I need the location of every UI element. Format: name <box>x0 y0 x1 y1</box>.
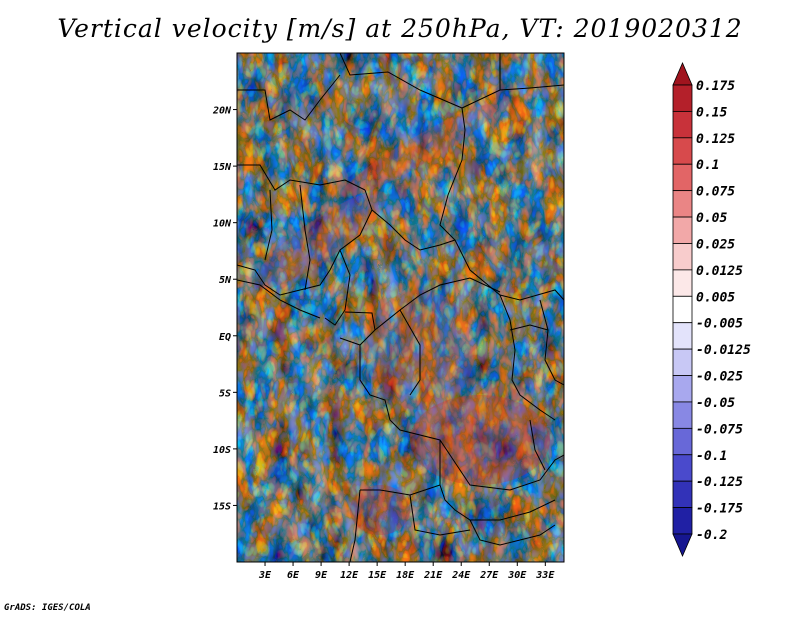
x-tick-label: 24E <box>451 570 471 581</box>
map-frame <box>236 52 565 563</box>
colorbar-upper-arrow <box>672 61 693 86</box>
x-tick-label: 33E <box>535 570 555 581</box>
x-tick-label: 9E <box>315 570 328 581</box>
colorbar-label: -0.05 <box>696 396 735 411</box>
chart-title: Vertical velocity [m/s] at 250hPa, VT: 2… <box>57 14 743 43</box>
colorbar-segment <box>672 190 693 218</box>
colorbar-label: -0.0125 <box>696 343 751 358</box>
colorbar-segment <box>672 507 693 535</box>
colorbar-label: 0.1 <box>696 158 719 173</box>
grads-credit: GrADS: IGES/COLA <box>4 603 91 613</box>
colorbar-label: -0.005 <box>696 317 743 332</box>
colorbar-label: -0.075 <box>696 422 743 437</box>
x-tick-label: 3E <box>258 570 272 581</box>
y-tick-label: 10S <box>213 445 231 456</box>
y-tick-label: EQ <box>219 332 231 343</box>
x-tick-label: 21E <box>423 570 443 581</box>
colorbar-segment <box>672 427 693 456</box>
colorbar-segment <box>672 348 693 376</box>
colorbar-segment <box>672 375 693 403</box>
y-tick-label: 5N <box>219 275 232 286</box>
map-plot-area <box>237 53 564 562</box>
colorbar-label: 0.005 <box>696 290 735 305</box>
colorbar-label: 0.0125 <box>696 264 743 279</box>
colorbar-label: -0.2 <box>696 528 727 543</box>
colorbar-segment <box>672 137 693 165</box>
y-tick-label: 20N <box>212 106 232 117</box>
y-axis: 20N 15N 10N 5N EQ 5S 10S 15S <box>212 106 237 512</box>
x-tick-label: 30E <box>507 570 527 581</box>
colorbar-segment <box>672 480 693 508</box>
colorbar-segment <box>672 401 693 429</box>
colorbar-segment <box>672 269 693 297</box>
colorbar-segment <box>672 243 693 271</box>
colorbar: 0.175 0.15 0.125 0.1 0.075 0.05 0.025 0.0125 0.0… <box>672 61 751 558</box>
colorbar-label: 0.025 <box>696 237 735 252</box>
y-tick-label: 15N <box>213 162 232 173</box>
colorbar-label: 0.05 <box>696 211 727 226</box>
colorbar-label: -0.025 <box>696 370 743 385</box>
y-tick-label: 15S <box>213 501 231 512</box>
x-axis: 3E 6E 9E 12E 15E 18E 21E 24E 27E 30E 33E <box>258 562 555 581</box>
x-tick-label: 18E <box>396 570 415 581</box>
y-tick-label: 5S <box>219 388 231 399</box>
colorbar-segment <box>672 322 693 350</box>
country-borders <box>237 53 564 562</box>
y-tick-label: 10N <box>213 219 232 230</box>
colorbar-label: 0.075 <box>696 185 735 200</box>
colorbar-segment <box>672 84 693 112</box>
x-tick-label: 6E <box>287 570 300 581</box>
colorbar-label: -0.175 <box>696 502 743 517</box>
colorbar-lower-arrow <box>672 533 693 558</box>
colorbar-label: 0.175 <box>696 79 735 94</box>
x-tick-label: 15E <box>368 570 387 581</box>
colorbar-label: 0.15 <box>696 105 727 120</box>
colorbar-label: -0.1 <box>696 449 727 464</box>
colorbar-segment <box>672 216 693 244</box>
colorbar-label: -0.125 <box>696 475 743 490</box>
colorbar-segment <box>672 111 693 139</box>
x-tick-label: 12E <box>340 570 359 581</box>
colorbar-segment <box>672 163 693 192</box>
x-tick-label: 27E <box>479 570 499 581</box>
colorbar-segment <box>672 295 693 324</box>
colorbar-segment <box>672 454 693 482</box>
colorbar-label: 0.125 <box>696 132 735 147</box>
